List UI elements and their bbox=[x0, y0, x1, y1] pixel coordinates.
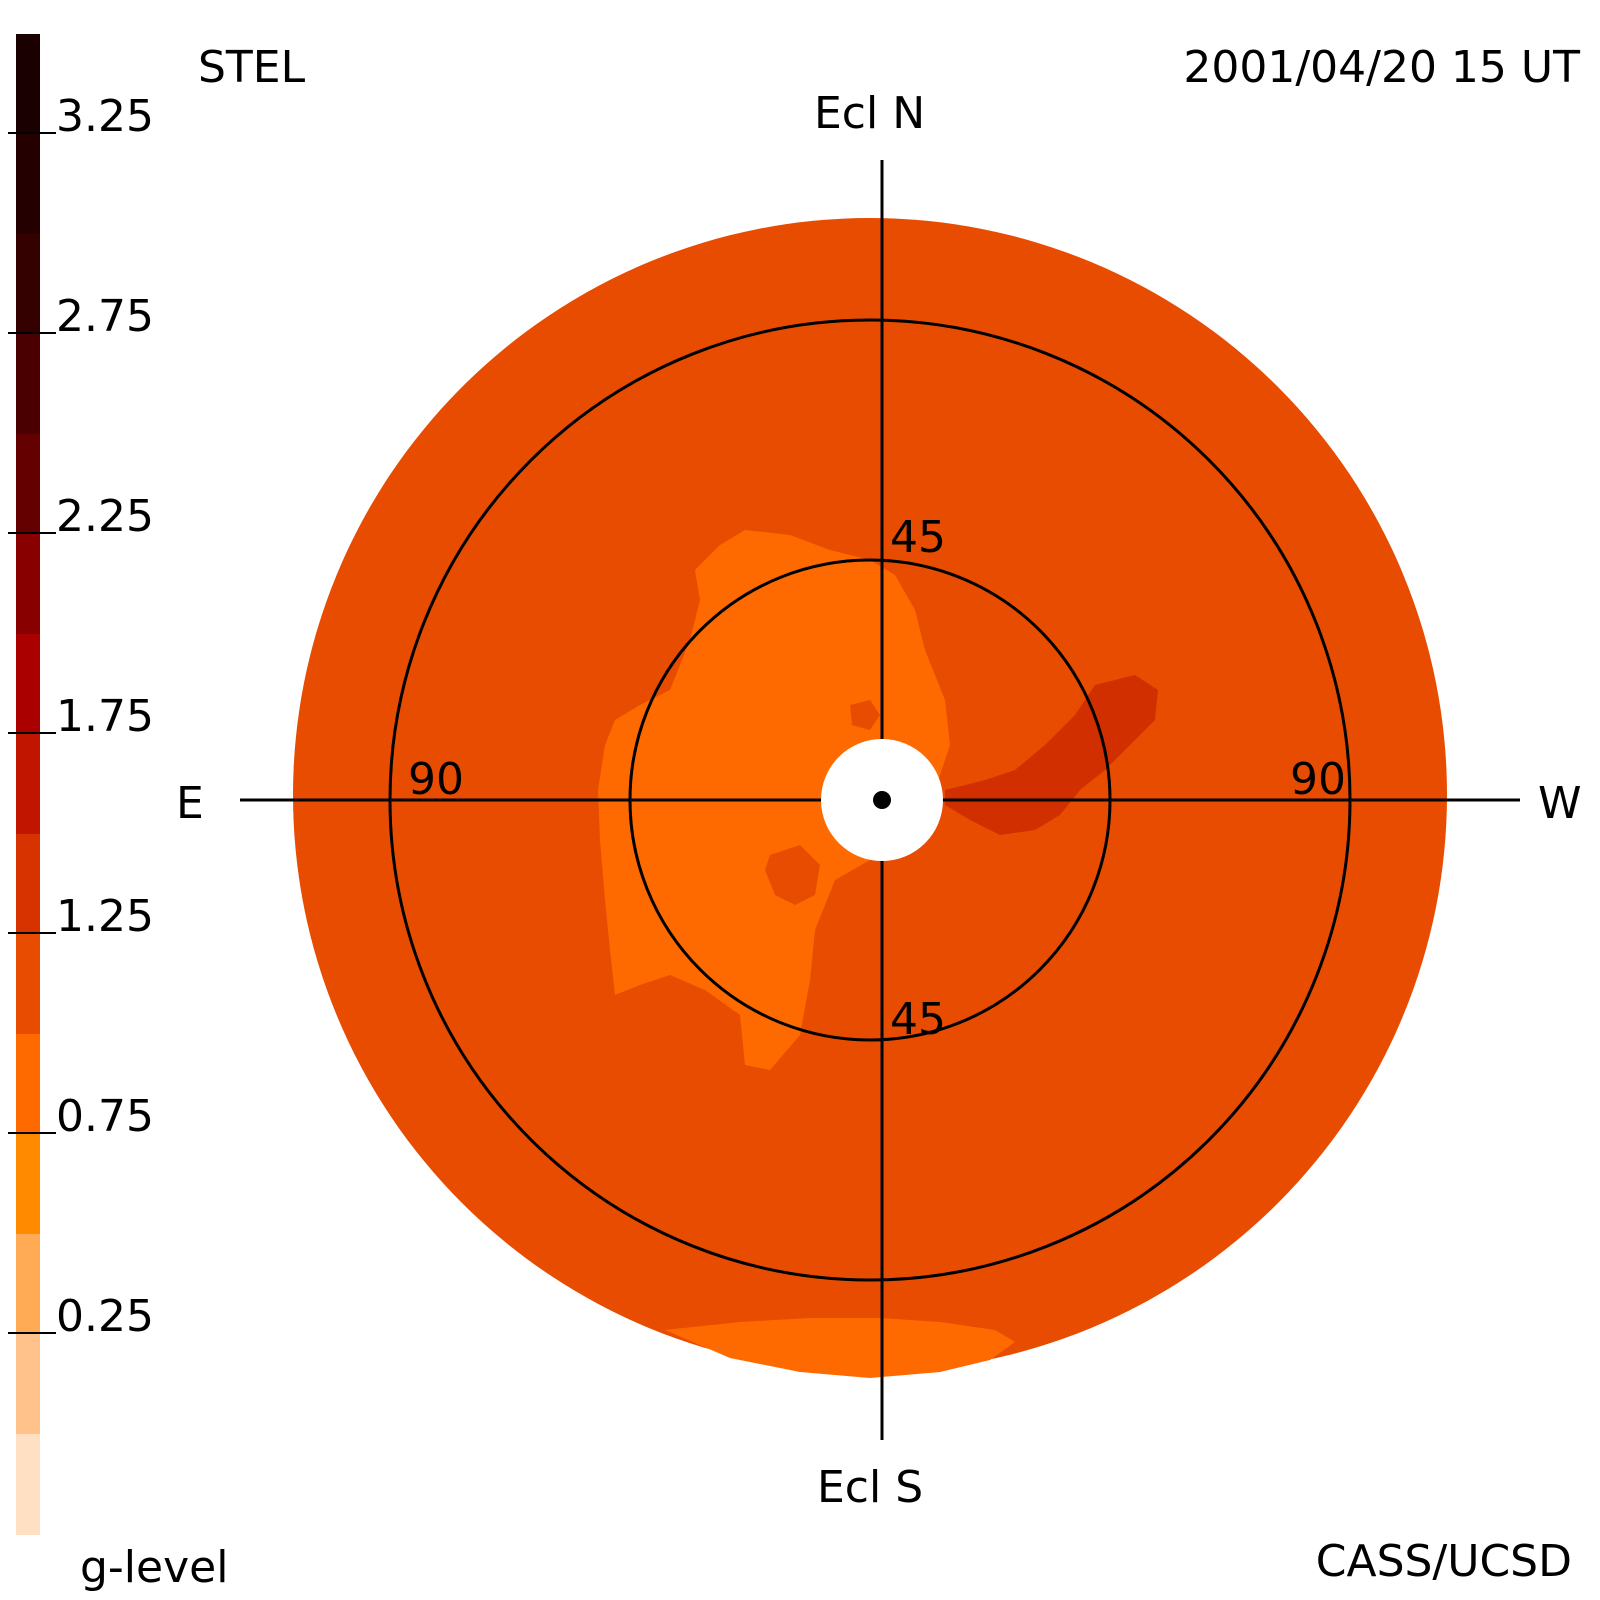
colorbar-tick-label: 2.25 bbox=[56, 491, 154, 542]
timestamp-label: 2001/04/20 15 UT bbox=[1183, 42, 1580, 93]
colorbar-band bbox=[16, 934, 40, 1035]
ring-label-45-top: 45 bbox=[890, 512, 946, 563]
colorbar-band bbox=[16, 534, 40, 635]
sun-center-marker bbox=[873, 791, 891, 809]
colorbar-tick-label: 0.25 bbox=[56, 1291, 154, 1342]
colorbar-band bbox=[16, 134, 40, 235]
south-direction-label: Ecl S bbox=[817, 1462, 924, 1513]
colorbar-ticks bbox=[8, 132, 56, 1334]
colorbar-tick-label: 0.75 bbox=[56, 1091, 154, 1142]
colorbar-tick-label: 2.75 bbox=[56, 291, 154, 342]
north-direction-label: Ecl N bbox=[814, 88, 926, 139]
colorbar-band bbox=[16, 1234, 40, 1335]
ring-label-90-left: 90 bbox=[408, 754, 464, 805]
west-direction-label: W bbox=[1538, 778, 1582, 829]
ring-label-90-right: 90 bbox=[1290, 754, 1346, 805]
colorbar-band bbox=[16, 1134, 40, 1235]
colorbar-band bbox=[16, 1434, 40, 1535]
colorbar-band bbox=[16, 634, 40, 735]
credit-label: CASS/UCSD bbox=[1315, 1536, 1572, 1587]
colorbar-band bbox=[16, 834, 40, 935]
high-level-region bbox=[945, 675, 1158, 835]
map-disk bbox=[240, 160, 1520, 1440]
colorbar-bands bbox=[16, 34, 40, 1535]
colorbar-band bbox=[16, 734, 40, 835]
colorbar-tick-label: 1.25 bbox=[56, 891, 154, 942]
colorbar-band bbox=[16, 434, 40, 535]
colorbar-tick-label: 3.25 bbox=[56, 91, 154, 142]
colorbar-tick-label: 1.75 bbox=[56, 691, 154, 742]
colorbar-title: g-level bbox=[80, 1542, 229, 1593]
background-level-island bbox=[850, 700, 880, 730]
colorbar-band bbox=[16, 1334, 40, 1435]
instrument-label: STEL bbox=[198, 42, 306, 93]
low-level-region-south bbox=[665, 1318, 1015, 1378]
colorbar bbox=[8, 34, 56, 1535]
colorbar-band bbox=[16, 1034, 40, 1135]
colorbar-band bbox=[16, 334, 40, 435]
background-level-island bbox=[765, 845, 820, 905]
colorbar-band bbox=[16, 34, 40, 135]
colorbar-band bbox=[16, 234, 40, 335]
ring-label-45-bottom: 45 bbox=[890, 994, 946, 1045]
east-direction-label: E bbox=[176, 778, 204, 829]
